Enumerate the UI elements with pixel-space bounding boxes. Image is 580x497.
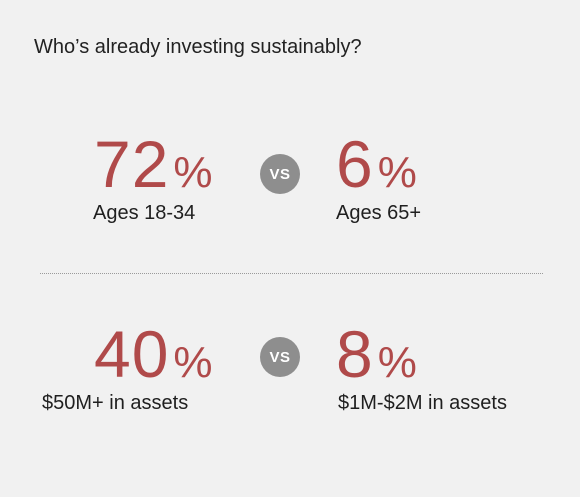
stat-value-ages-65-plus: 6%: [336, 131, 417, 197]
stat-label-50m-plus-assets: $50M+ in assets: [42, 392, 189, 414]
stat-value-1m-2m-assets: 8%: [336, 321, 417, 387]
vs-badge: VS: [260, 154, 300, 194]
stat-unit: %: [377, 148, 417, 197]
page-title: Who’s already investing sustainably?: [34, 36, 362, 58]
stat-unit: %: [173, 338, 213, 387]
stat-label-ages-65-plus: Ages 65+: [336, 202, 422, 224]
vs-badge: VS: [260, 337, 300, 377]
stat-number: 6: [336, 127, 374, 201]
section-divider: [40, 273, 543, 274]
stat-label-ages-18-34: Ages 18-34: [93, 202, 196, 224]
stat-unit: %: [173, 148, 213, 197]
stat-unit: %: [377, 338, 417, 387]
stat-number: 8: [336, 317, 374, 391]
stat-number: 72: [94, 127, 170, 201]
stat-value-50m-plus-assets: 40%: [94, 321, 213, 387]
stat-label-1m-2m-assets: $1M-$2M in assets: [338, 392, 507, 414]
stat-value-ages-18-34: 72%: [94, 131, 213, 197]
stat-number: 40: [94, 317, 170, 391]
